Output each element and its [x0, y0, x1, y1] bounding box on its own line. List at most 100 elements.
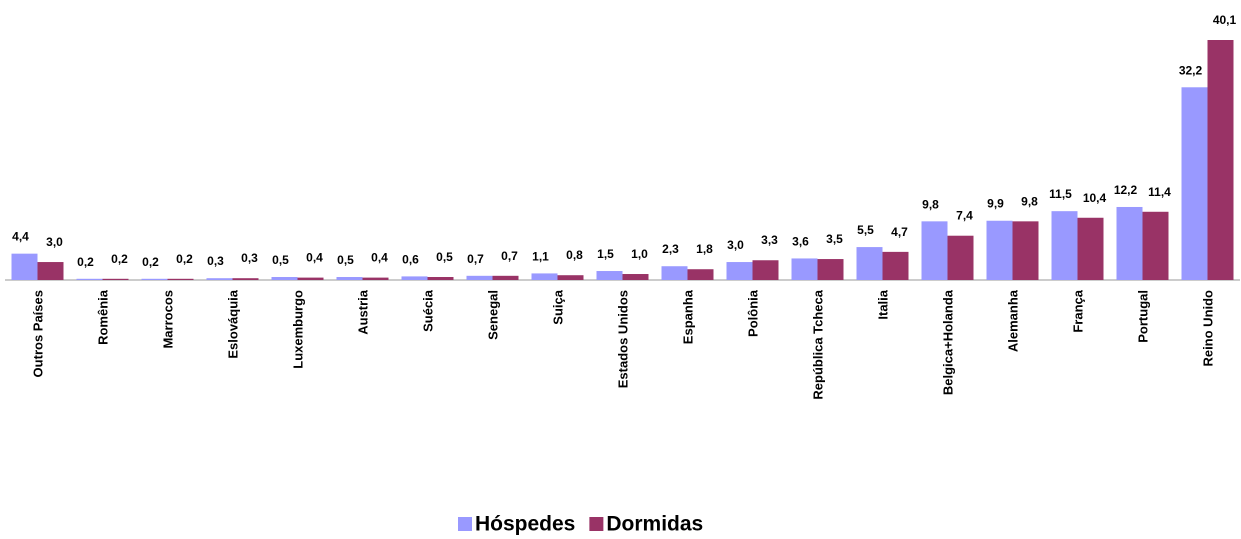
value-label: 0,3	[241, 251, 258, 265]
value-label: 0,8	[566, 248, 583, 262]
bar	[856, 247, 883, 280]
bar	[297, 277, 324, 280]
value-label: 0,6	[402, 252, 419, 266]
value-label: 1,0	[631, 247, 648, 261]
bar	[427, 277, 454, 280]
value-label: 0,5	[337, 253, 354, 267]
value-label: 4,4	[12, 230, 29, 244]
value-label: 0,2	[176, 252, 193, 266]
bar	[37, 262, 64, 280]
bar	[921, 221, 948, 280]
value-label: 10,4	[1083, 191, 1107, 205]
bar	[557, 275, 584, 280]
bar	[232, 278, 259, 280]
x-tick-label: Polônia	[746, 289, 761, 337]
bar	[466, 275, 493, 280]
value-label: 0,5	[272, 253, 289, 267]
value-label: 3,6	[792, 234, 809, 248]
x-tick-label: Senegal	[486, 290, 501, 340]
value-label: 0,5	[436, 250, 453, 264]
value-label: 0,4	[306, 251, 323, 265]
x-tick-label: Alemanha	[1006, 289, 1021, 352]
value-label: 0,2	[111, 252, 128, 266]
value-label: 9,9	[987, 197, 1004, 211]
x-tick-label: Reino Unido	[1201, 290, 1216, 367]
x-tick-label: Romênia	[96, 289, 111, 345]
x-tick-label: Portugal	[1136, 290, 1151, 343]
bar	[1116, 206, 1143, 280]
bar	[11, 253, 38, 280]
value-label: 0,7	[467, 252, 484, 266]
x-tick-label: França	[1071, 289, 1086, 332]
bar	[1077, 217, 1104, 280]
value-label: 2,3	[662, 242, 679, 256]
bar	[726, 262, 753, 280]
bar	[752, 260, 779, 280]
bar	[102, 278, 129, 280]
x-tick-label: Marrocos	[161, 290, 176, 349]
legend-swatch	[589, 517, 604, 531]
bar	[271, 277, 298, 280]
x-tick-label: Belgica+Holanda	[941, 289, 956, 395]
x-tick-label: Suiça	[551, 289, 566, 324]
bar	[167, 278, 194, 280]
value-label: 0,7	[501, 249, 518, 263]
value-label: 32,2	[1179, 63, 1203, 77]
value-label: 9,8	[1021, 194, 1038, 208]
value-label: 11,5	[1049, 187, 1072, 201]
bar	[622, 274, 649, 280]
x-tick-label: Eslováquia	[226, 289, 241, 358]
x-tick-label: Suécia	[421, 289, 436, 332]
bar	[336, 277, 363, 280]
x-tick-label: Estados Unidos	[616, 290, 631, 388]
value-label: 0,2	[77, 255, 94, 269]
value-label: 3,0	[46, 235, 63, 249]
value-label: 1,5	[597, 247, 614, 261]
bar	[947, 235, 974, 280]
value-label: 5,5	[857, 223, 874, 237]
value-label: 0,3	[207, 254, 224, 268]
bar	[1012, 221, 1039, 280]
bar	[1142, 211, 1169, 280]
bar	[1051, 211, 1078, 280]
value-label: 9,8	[922, 197, 939, 211]
value-label: 11,4	[1148, 185, 1171, 199]
value-label: 7,4	[956, 209, 973, 223]
bar	[596, 271, 623, 280]
bar	[791, 258, 818, 280]
value-label: 3,5	[826, 232, 843, 246]
bar	[141, 278, 168, 280]
value-label: 12,2	[1114, 183, 1138, 197]
bar	[76, 278, 103, 280]
bar	[986, 220, 1013, 280]
bar	[206, 278, 233, 280]
value-label: 0,4	[371, 251, 388, 265]
value-label: 40,1	[1213, 13, 1237, 27]
x-tick-label: Austria	[356, 289, 371, 335]
value-label: 4,7	[891, 225, 908, 239]
x-tick-label: Espanha	[681, 289, 696, 344]
bar	[1181, 87, 1208, 280]
x-tick-label: República Tcheca	[811, 289, 826, 399]
value-label: 3,0	[727, 238, 744, 252]
value-label: 1,8	[696, 242, 713, 256]
value-label: 0,2	[142, 255, 159, 269]
value-label: 1,1	[532, 249, 549, 263]
legend-swatch	[458, 517, 472, 531]
bar	[661, 266, 688, 280]
bar	[362, 277, 389, 280]
bar	[401, 276, 428, 280]
x-tick-label: Luxemburgo	[291, 290, 306, 369]
legend-label: Hóspedes	[475, 513, 575, 536]
bar	[1207, 40, 1234, 280]
x-tick-label: Italia	[876, 289, 891, 319]
bar	[817, 259, 844, 280]
legend-label: Dormidas	[606, 513, 703, 536]
bar	[531, 273, 558, 280]
value-label: 3,3	[761, 233, 778, 247]
bar	[687, 269, 714, 280]
bar	[882, 251, 909, 280]
x-tick-label: Outros Países	[31, 290, 46, 377]
bar	[492, 275, 519, 280]
